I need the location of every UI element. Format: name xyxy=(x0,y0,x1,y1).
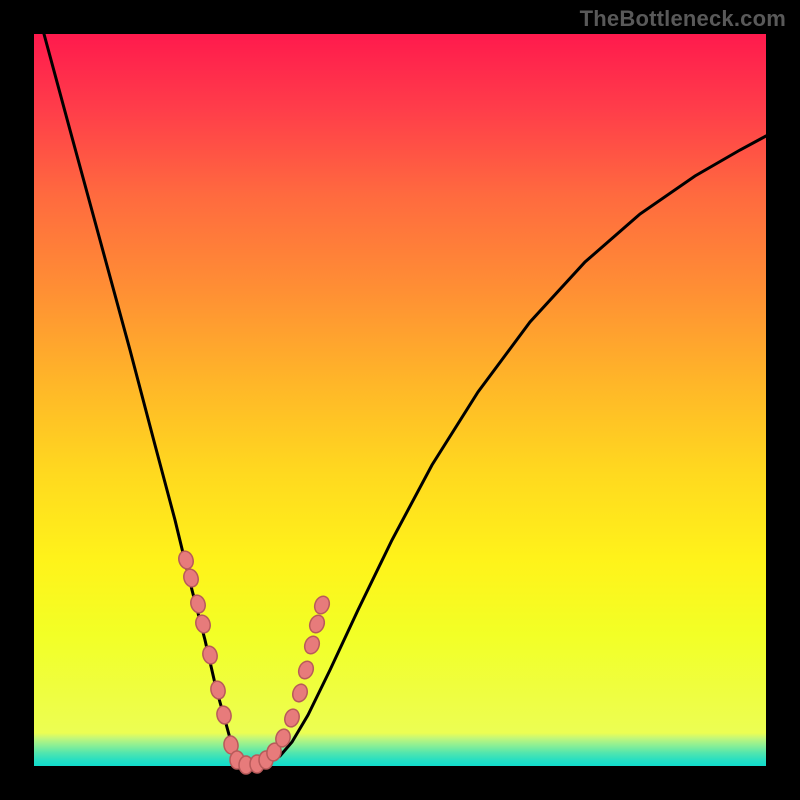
watermark-text: TheBottleneck.com xyxy=(580,6,786,32)
chart-svg xyxy=(0,0,800,800)
chart-frame: TheBottleneck.com xyxy=(0,0,800,800)
